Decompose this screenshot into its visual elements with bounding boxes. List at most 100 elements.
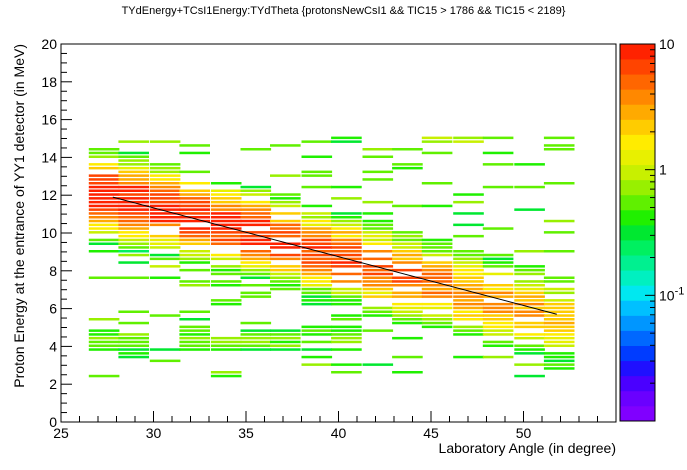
heatmap-cell — [179, 250, 210, 253]
y-tick-label: 0 — [49, 414, 57, 430]
heatmap-cell — [453, 333, 484, 336]
heatmap-cell — [210, 284, 242, 287]
heatmap-cell — [543, 306, 575, 310]
heatmap-cell — [240, 234, 272, 238]
heatmap-cell — [118, 253, 149, 257]
heatmap-cell — [210, 302, 242, 306]
heatmap-cell — [331, 318, 362, 321]
heatmap-cell — [453, 261, 484, 264]
heatmap-cell — [118, 159, 149, 162]
heatmap-cell — [543, 325, 575, 329]
heatmap-cell — [421, 306, 453, 310]
heatmap-cell — [88, 336, 120, 340]
heatmap-cell — [118, 219, 149, 223]
heatmap-cell — [392, 295, 423, 298]
heatmap-cell — [421, 204, 453, 208]
heatmap-cell — [453, 140, 484, 143]
heatmap-cell — [301, 325, 333, 329]
heatmap-cell — [270, 144, 301, 147]
heatmap-cell — [331, 295, 362, 298]
heatmap-cell — [453, 295, 484, 298]
heatmap-cell — [149, 234, 181, 238]
heatmap-cell — [88, 333, 120, 336]
heatmap-cell — [149, 166, 181, 170]
x-tick-label: 30 — [146, 425, 162, 441]
heatmap-cell — [482, 344, 514, 347]
heatmap-cell — [514, 336, 545, 340]
heatmap-cell — [331, 261, 362, 264]
heatmap-cell — [210, 197, 242, 200]
heatmap-cell — [88, 329, 120, 332]
heatmap-cell — [392, 204, 423, 208]
heatmap-cell — [270, 200, 301, 204]
palette-swatch — [620, 255, 655, 271]
heatmap-cell — [482, 321, 514, 325]
heatmap-cell — [543, 367, 575, 370]
heatmap-cell — [179, 170, 210, 174]
heatmap-cell — [482, 257, 514, 261]
heatmap-cell — [543, 352, 575, 355]
heatmap-cell — [421, 272, 453, 276]
heatmap-cell — [88, 200, 120, 204]
heatmap-cell — [270, 284, 301, 287]
heatmap-cell — [88, 227, 120, 230]
heatmap-cell — [88, 223, 120, 227]
heatmap-cell — [362, 231, 394, 234]
heatmap-cell — [118, 246, 149, 249]
heatmap-cell — [179, 340, 210, 344]
z-axis: 10 1 10-1 — [645, 36, 684, 422]
heatmap-cell — [270, 287, 301, 291]
heatmap-cell — [421, 321, 453, 325]
heatmap-cell — [240, 291, 272, 295]
heatmap-cell — [331, 371, 362, 374]
palette-swatch — [620, 300, 655, 316]
heatmap-cell — [88, 204, 120, 208]
heatmap-cell — [179, 227, 210, 230]
fit-line — [112, 196, 557, 315]
heatmap-cell — [240, 321, 272, 325]
heatmap-cell — [301, 265, 333, 268]
heatmap-cell — [240, 223, 272, 227]
heatmap-cell — [149, 208, 181, 211]
heatmap-cell — [118, 348, 149, 351]
heatmap-cell — [453, 193, 484, 196]
heatmap-cell — [301, 227, 333, 230]
heatmap-cell — [514, 348, 545, 351]
heatmap-cell — [149, 178, 181, 181]
heatmap-cell — [88, 250, 120, 253]
heatmap-cell — [270, 219, 301, 223]
heatmap-cell — [179, 344, 210, 347]
heatmap-cell — [240, 208, 272, 211]
heatmap-cell — [331, 223, 362, 227]
heatmap-cell — [179, 204, 210, 208]
heatmap-cell — [88, 166, 120, 170]
heatmap-cell — [88, 197, 120, 200]
heatmap-cell — [210, 219, 242, 223]
heatmap-cell — [331, 219, 362, 223]
heatmap-cell — [118, 242, 149, 245]
heatmap-cell — [88, 148, 120, 151]
heatmap-cell — [149, 193, 181, 196]
heatmap-cell — [543, 329, 575, 332]
heatmap-cell — [118, 155, 149, 158]
heatmap-cell — [543, 219, 575, 223]
heatmap-cell — [210, 265, 242, 268]
heatmap-cell — [240, 253, 272, 257]
heatmap-cell — [392, 163, 423, 166]
heatmap-cell — [149, 170, 181, 174]
z-tick-label: 10 — [659, 36, 675, 52]
heatmap-cell — [240, 185, 272, 189]
heatmap-cell — [118, 204, 149, 208]
heatmap-cell — [331, 325, 362, 329]
heatmap-cell — [270, 340, 301, 344]
heatmap-cell — [331, 299, 362, 302]
heatmap-cell — [514, 310, 545, 313]
heatmap-cell — [392, 371, 423, 374]
heatmap-cell — [392, 280, 423, 283]
heatmap-cell — [482, 253, 514, 257]
palette-swatch — [620, 390, 655, 407]
heatmap-cell — [362, 170, 394, 174]
heatmap-cell — [453, 325, 484, 329]
heatmap-cell — [270, 204, 301, 208]
heatmap-cell — [179, 189, 210, 192]
